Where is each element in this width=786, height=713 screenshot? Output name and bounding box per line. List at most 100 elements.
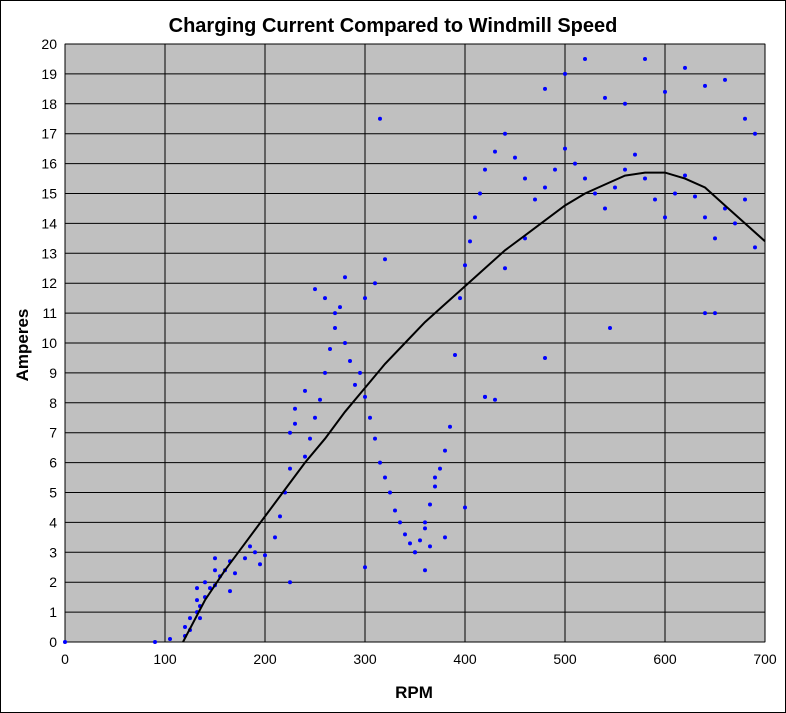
scatter-point [643,176,647,181]
scatter-point [438,466,442,471]
y-tick-label: 8 [49,395,57,411]
scatter-point [198,616,202,621]
scatter-point [653,197,657,202]
scatter-point [318,397,322,402]
y-tick-label: 12 [41,275,57,291]
scatter-point [573,161,577,166]
x-tick-label: 100 [153,651,177,667]
scatter-point [418,538,422,543]
scatter-point [663,215,667,220]
scatter-point [308,436,312,441]
scatter-point [713,236,717,241]
x-tick-label: 0 [61,651,69,667]
scatter-point [183,625,187,630]
y-tick-label: 5 [49,485,57,501]
y-tick-label: 9 [49,365,57,381]
scatter-point [288,580,292,585]
scatter-point [408,541,412,546]
chart-title: Charging Current Compared to Windmill Sp… [169,15,618,37]
scatter-point [743,197,747,202]
scatter-point [273,535,277,540]
scatter-point [643,56,647,61]
scatter-point [453,352,457,357]
scatter-point [368,415,372,420]
scatter-point [493,397,497,402]
scatter-point [208,586,212,591]
scatter-point [673,191,677,196]
scatter-point [753,245,757,250]
y-tick-label: 10 [41,335,57,351]
scatter-point [243,556,247,561]
scatter-point [333,311,337,316]
scatter-point [428,502,432,507]
scatter-point [248,544,252,549]
data-points [63,56,757,644]
scatter-point [343,275,347,280]
y-tick-label: 6 [49,455,57,471]
scatter-point [683,65,687,70]
scatter-point [188,616,192,621]
scatter-point [383,475,387,480]
scatter-point [288,466,292,471]
y-tick-label: 19 [41,66,57,82]
scatter-point [393,508,397,513]
y-tick-label: 17 [41,126,57,142]
scatter-point [563,71,567,76]
scatter-point [323,370,327,375]
scatter-point [458,296,462,301]
scatter-point [613,185,617,190]
scatter-point [333,326,337,331]
scatter-point [195,586,199,591]
x-tick-label: 200 [253,651,277,667]
scatter-point [373,436,377,441]
scatter-point [733,221,737,226]
scatter-point [663,89,667,94]
scatter-point [413,550,417,555]
scatter-point [293,406,297,411]
scatter-point [358,370,362,375]
x-axis-title: RPM [395,683,433,702]
scatter-point [233,571,237,576]
scatter-point [348,358,352,363]
scatter-point [468,239,472,244]
scatter-point [303,388,307,393]
scatter-point [543,86,547,91]
scatter-point [398,520,402,525]
scatter-point [563,146,567,151]
scatter-point [463,263,467,268]
scatter-point [533,197,537,202]
scatter-point [633,152,637,157]
scatter-point [373,281,377,286]
scatter-point [433,484,437,489]
x-tick-label: 400 [453,651,477,667]
y-tick-label: 14 [41,215,57,231]
y-tick-label: 7 [49,425,57,441]
gridlines [64,43,766,643]
scatter-point [463,505,467,510]
scatter-point [513,155,517,160]
scatter-point [583,176,587,181]
scatter-point [583,56,587,61]
trendline-group [182,171,766,643]
scatter-point [203,580,207,585]
scatter-point [423,520,427,525]
scatter-point [288,430,292,435]
scatter-point [213,568,217,573]
scatter-point [443,448,447,453]
scatter-point [313,415,317,420]
scatter-point [343,341,347,345]
scatter-point [388,490,392,495]
scatter-point [428,544,432,549]
scatter-point [328,346,332,351]
scatter-point [313,287,317,292]
scatter-point [423,568,427,573]
y-tick-label: 4 [49,514,57,530]
scatter-point [543,355,547,360]
y-tick-label: 20 [41,36,57,52]
scatter-point [303,454,307,459]
scatter-point [378,460,382,465]
scatter-point [543,185,547,190]
x-tick-label: 700 [753,651,777,667]
scatter-point [258,562,262,567]
